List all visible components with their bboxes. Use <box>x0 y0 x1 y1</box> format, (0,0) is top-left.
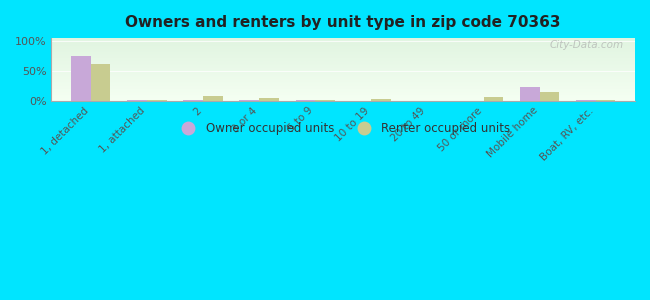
Bar <box>371 99 391 100</box>
Legend: Owner occupied units, Renter occupied units: Owner occupied units, Renter occupied un… <box>172 117 515 140</box>
Bar <box>484 97 503 101</box>
Title: Owners and renters by unit type in zip code 70363: Owners and renters by unit type in zip c… <box>125 15 561 30</box>
Bar <box>576 100 596 101</box>
Bar <box>540 92 559 101</box>
Bar <box>71 56 91 100</box>
Bar <box>520 88 540 100</box>
Text: City-Data.com: City-Data.com <box>549 40 623 50</box>
Bar <box>203 96 222 100</box>
Bar <box>91 64 111 100</box>
Bar <box>259 98 279 100</box>
